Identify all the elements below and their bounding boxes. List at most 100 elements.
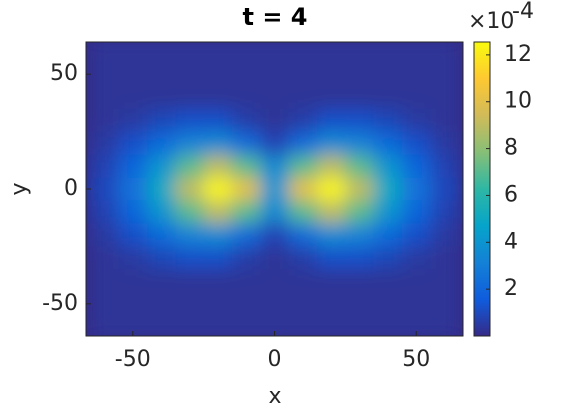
heatmap-cell — [373, 223, 403, 247]
heatmap-cell — [90, 154, 120, 179]
heatmap-cell — [373, 85, 403, 110]
heatmap — [90, 42, 460, 336]
heatmap-cell — [118, 131, 148, 156]
heatmap-cell — [430, 108, 460, 133]
heatmap-cell — [90, 108, 120, 133]
heatmap-cell — [288, 292, 318, 316]
heatmap-cell — [373, 246, 403, 270]
heatmap-cell — [231, 42, 261, 64]
heatmap-cell — [203, 62, 233, 87]
heatmap-cell — [118, 108, 148, 133]
heatmap-cell — [146, 131, 176, 156]
heatmap-cell — [175, 108, 205, 133]
heatmap-cell — [175, 269, 205, 293]
heatmap-cell — [345, 177, 375, 201]
heatmap-cell — [231, 315, 261, 336]
heatmap-cell — [430, 177, 460, 201]
heatmap-cell — [203, 131, 233, 156]
plot-area — [86, 42, 463, 336]
colorbar-exponent-power: -4 — [512, 0, 534, 24]
heatmap-cell — [90, 62, 120, 87]
heatmap-cell — [288, 246, 318, 270]
heatmap-cell — [118, 223, 148, 247]
heatmap-cell — [203, 108, 233, 133]
heatmap-cell — [203, 223, 233, 247]
heatmap-cell — [373, 42, 403, 64]
heatmap-cell — [317, 292, 346, 316]
heatmap-cell — [402, 42, 431, 64]
colorbar-tick-label: 10 — [504, 89, 532, 114]
heatmap-cell — [373, 200, 403, 224]
colorbar — [473, 41, 491, 337]
heatmap-cell — [118, 246, 148, 270]
heatmap-cell — [345, 154, 375, 179]
heatmap-cell — [146, 292, 176, 316]
heatmap-cell — [345, 269, 375, 293]
heatmap-cell — [260, 62, 290, 87]
heatmap-cell — [430, 85, 460, 110]
heatmap-cell — [146, 154, 176, 179]
heatmap-cell — [345, 62, 375, 87]
colorbar-tick-label: 12 — [504, 42, 532, 67]
heatmap-cell — [288, 85, 318, 110]
heatmap-cell — [203, 200, 233, 224]
heatmap-cell — [288, 269, 318, 293]
heatmap-cell — [90, 131, 120, 156]
heatmap-cell — [288, 177, 318, 201]
heatmap-cell — [175, 200, 205, 224]
heatmap-cell — [288, 131, 318, 156]
heatmap-cell — [146, 42, 176, 64]
heatmap-cell — [146, 85, 176, 110]
x-tick-label: -50 — [115, 347, 151, 372]
heatmap-cell — [430, 62, 460, 87]
heatmap-cell — [203, 292, 233, 316]
x-tick-label: 50 — [402, 347, 430, 372]
y-tick-label: 0 — [64, 176, 78, 201]
heatmap-cell — [317, 108, 346, 133]
heatmap-cell — [317, 177, 346, 201]
heatmap-cell — [90, 42, 120, 64]
heatmap-cell — [231, 154, 261, 179]
heatmap-cell — [118, 62, 148, 87]
heatmap-cell — [118, 200, 148, 224]
heatmap-cell — [430, 269, 460, 293]
heatmap-cell — [430, 42, 460, 64]
heatmap-cell — [317, 62, 346, 87]
heatmap-cell — [402, 154, 431, 179]
heatmap-cell — [373, 292, 403, 316]
heatmap-cell — [345, 85, 375, 110]
heatmap-cell — [430, 131, 460, 156]
heatmap-cell — [430, 154, 460, 179]
heatmap-cell — [260, 315, 290, 336]
heatmap-cell — [260, 42, 290, 64]
colorbar-exponent-base: ×10 — [468, 9, 514, 34]
heatmap-cell — [231, 269, 261, 293]
heatmap-cell — [373, 315, 403, 336]
heatmap-cell — [430, 200, 460, 224]
heatmap-cell — [373, 154, 403, 179]
heatmap-cell — [260, 292, 290, 316]
heatmap-cell — [373, 131, 403, 156]
heatmap-cell — [288, 62, 318, 87]
heatmap-cell — [118, 269, 148, 293]
heatmap-cell — [175, 154, 205, 179]
heatmap-cell — [146, 108, 176, 133]
heatmap-cell — [146, 62, 176, 87]
heatmap-cell — [175, 315, 205, 336]
heatmap-cell — [402, 246, 431, 270]
heatmap-cell — [345, 42, 375, 64]
heatmap-cell — [288, 315, 318, 336]
heatmap-cell — [373, 108, 403, 133]
heatmap-cell — [203, 42, 233, 64]
heatmap-cell — [373, 62, 403, 87]
colorbar-tick-label: 2 — [504, 276, 518, 301]
heatmap-cell — [345, 108, 375, 133]
x-axis-label: x — [268, 384, 281, 409]
heatmap-cell — [175, 42, 205, 64]
heatmap-cell — [231, 177, 261, 201]
heatmap-cell — [90, 246, 120, 270]
heatmap-cell — [317, 246, 346, 270]
heatmap-cell — [146, 200, 176, 224]
heatmap-cell — [118, 42, 148, 64]
